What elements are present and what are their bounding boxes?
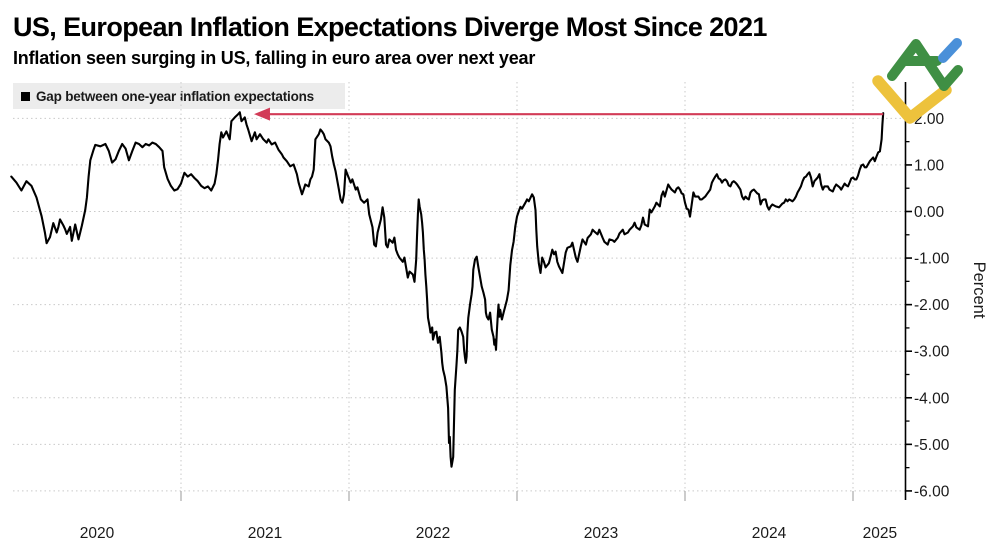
divergence-arrow-head <box>253 107 270 121</box>
y-axis-label: -5.00 <box>914 437 950 454</box>
logo-blue-upstroke <box>938 38 962 63</box>
legend: Gap between one-year inflation expectati… <box>13 83 345 109</box>
y-axis-label: -2.00 <box>914 297 950 314</box>
x-axis-label: 2022 <box>416 525 450 542</box>
y-axis-label: -6.00 <box>914 483 950 500</box>
x-axis-label: 2025 <box>863 525 897 542</box>
y-axis-label: 1.00 <box>914 157 945 174</box>
y-axis-label: 0.00 <box>914 204 945 221</box>
y-axis-label: -4.00 <box>914 390 950 407</box>
page-title: US, European Inflation Expectations Dive… <box>13 12 767 42</box>
x-axis-label: 2023 <box>584 525 618 542</box>
litefinance-logo-icon <box>872 38 963 124</box>
logo-green-upstroke <box>939 65 963 91</box>
y-axis-title: Percent <box>970 262 988 319</box>
inflation-gap-line <box>10 111 885 468</box>
y-axis-label: -1.00 <box>914 251 950 268</box>
x-axis-label: 2021 <box>248 525 282 542</box>
logo-green-peak <box>887 39 949 91</box>
x-axis-label: 2024 <box>752 525 787 542</box>
legend-label: Gap between one-year inflation expectati… <box>36 88 314 104</box>
legend-swatch-icon <box>21 91 30 101</box>
x-axis-label: 2020 <box>80 525 115 542</box>
y-axis-label: -3.00 <box>914 344 950 361</box>
page-subtitle: Inflation seen surging in US, falling in… <box>13 48 536 68</box>
logo-yellow-check <box>872 75 952 124</box>
